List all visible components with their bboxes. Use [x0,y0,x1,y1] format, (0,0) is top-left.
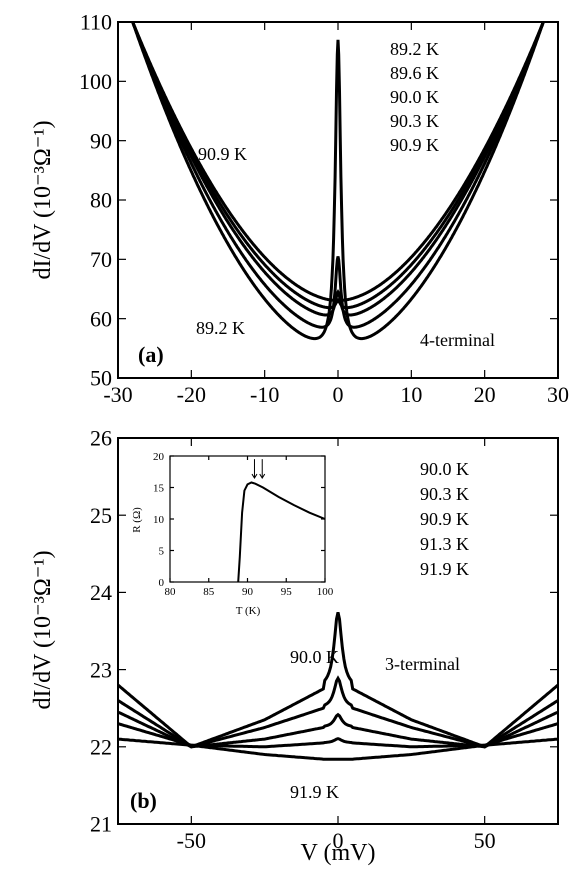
y-tick-label: 90 [90,128,112,153]
panel-a-ticks: -30 -20 -10 0 10 20 30 50 60 70 80 90 100 110 [79,10,569,407]
y-tick-label: 23 [90,657,112,682]
y-tick-label: 15 [153,482,165,494]
y-tick-label: 0 [159,577,165,589]
legend-entry: 90.9 K [420,509,469,529]
x-tick-label: 0 [333,382,344,407]
panel-b-annot-900: 90.0 K [290,647,339,667]
x-tick-label: -20 [177,382,206,407]
y-tick-label: 21 [90,812,112,837]
inset-arrowhead [259,473,266,479]
panel-b-annot-3terminal: 3-terminal [385,654,460,674]
y-tick-label: 70 [90,247,112,272]
x-tick-label: 30 [547,382,569,407]
x-tick-label: -10 [250,382,279,407]
panel-a-annot-892: 89.2 K [196,318,245,338]
x-tick-label: 100 [317,586,334,598]
series-line-900 [131,21,545,317]
x-tick-label: 90 [242,586,254,598]
panel-a-annot-4terminal: 4-terminal [420,330,495,350]
legend-entry: 90.0 K [420,459,469,479]
inset-line [237,481,326,583]
legend-entry: 90.0 K [390,87,439,107]
series-line-892 [131,21,545,341]
legend-entry: 91.3 K [420,534,469,554]
x-tick-label: 95 [281,586,293,598]
inset-frame [169,455,326,583]
x-tick-label: 20 [474,382,496,407]
inset: 80 85 90 95 100 0 5 10 15 20 T (K) R (Ω) [131,451,334,617]
y-tick-label: 60 [90,306,112,331]
y-tick-label: 22 [90,735,112,760]
panel-a-legend: 89.2 K 89.6 K 90.0 K 90.3 K 90.9 K [390,39,439,155]
x-tick-label: 10 [400,382,422,407]
panel-a-annot-909: 90.9 K [198,144,247,164]
panel-b-xlabel: V (mV) [301,840,376,866]
y-tick-label: 26 [90,426,112,451]
y-tick-label: 5 [159,545,165,557]
y-tick-label: 25 [90,503,112,528]
series-line-896 [131,21,545,329]
series-line-909 [131,21,545,302]
x-tick-label: -50 [177,828,206,853]
panel-a-ylabel: dI/dV (10⁻³Ω⁻¹) [30,120,56,279]
x-tick-label: 50 [474,828,496,853]
y-tick-label: 10 [153,514,165,526]
legend-entry: 89.2 K [390,39,439,59]
y-tick-label: 100 [79,69,112,94]
inset-ticks: 80 85 90 95 100 0 5 10 15 20 [153,451,334,598]
x-tick-label: 0 [333,828,344,853]
panel-b-series [117,611,559,761]
y-tick-label: 24 [90,580,112,605]
legend-entry: 90.3 K [390,111,439,131]
inset-ylabel: R (Ω) [131,507,143,533]
panel-b-annot-919: 91.9 K [290,782,339,802]
inset-arrowhead [251,473,258,479]
x-tick-label: -30 [103,382,132,407]
panel-b-ylabel: dI/dV (10⁻³Ω⁻¹) [30,550,56,709]
legend-entry: 90.9 K [390,135,439,155]
y-tick-label: 110 [80,10,112,35]
inset-series [237,459,326,583]
panel-a-tag: (a) [138,342,164,367]
inset-xlabel: T (K) [236,605,261,617]
panel-a: -30 -20 -10 0 10 20 30 50 60 70 80 90 100 110 dI/dV (… [30,10,569,407]
panel-b-tag: (b) [130,788,157,813]
panel-a-series [131,21,545,341]
y-tick-label: 20 [153,451,165,463]
legend-entry: 89.6 K [390,63,439,83]
x-tick-label: 85 [203,586,215,598]
y-tick-label: 50 [90,366,112,391]
x-tick-label: 80 [165,586,177,598]
legend-entry: 90.3 K [420,484,469,504]
y-tick-label: 80 [90,188,112,213]
legend-entry: 91.9 K [420,559,469,579]
series-line-919 [117,737,559,761]
panel-b-legend: 90.0 K 90.3 K 90.9 K 91.3 K 91.9 K [420,459,469,579]
series-line-903 [117,675,559,749]
